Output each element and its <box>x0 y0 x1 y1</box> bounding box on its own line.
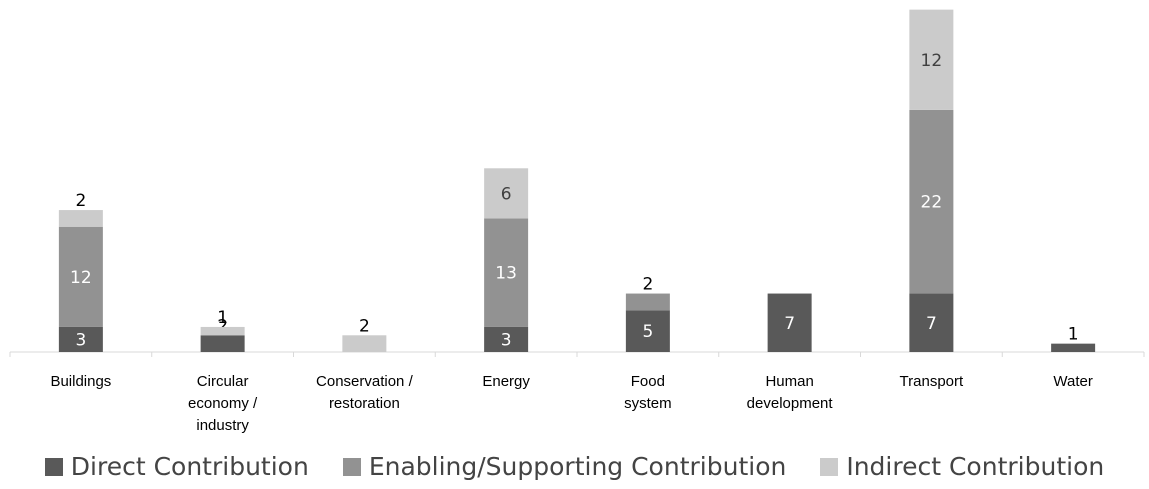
data-label: 2 <box>217 316 228 336</box>
legend-swatch <box>44 457 63 476</box>
category-label: development <box>747 395 834 412</box>
category-label: industry <box>196 417 249 434</box>
bar-segment-direct-contribution <box>484 326 529 352</box>
data-label: 13 <box>495 264 517 284</box>
bar-segment-direct-contribution <box>625 310 670 352</box>
data-label: 2 <box>642 275 653 295</box>
bar-segment-indirect-contribution <box>58 210 103 227</box>
bar-segment-direct-contribution <box>58 326 103 352</box>
legend-label: Enabling/Supporting Contribution <box>368 452 787 481</box>
bar-segment-indirect-contribution <box>200 326 245 336</box>
data-label: 12 <box>70 268 92 288</box>
bar-segment-direct-contribution <box>1051 343 1096 352</box>
category-label: system <box>624 395 672 412</box>
bar-segment-enabling-supporting-contribution <box>909 109 954 294</box>
bar-segment-direct-contribution <box>200 335 245 352</box>
data-label: 7 <box>784 314 795 334</box>
category-label: economy / <box>188 395 258 412</box>
data-label: 2 <box>75 191 86 211</box>
category-label: Human <box>765 373 813 390</box>
data-label: 12 <box>921 51 943 71</box>
bar-segment-direct-contribution <box>767 293 812 352</box>
bar-segment-indirect-contribution <box>484 168 529 219</box>
legend-swatch <box>820 457 839 476</box>
data-label: 1 <box>1068 325 1079 345</box>
category-label: restoration <box>329 395 400 412</box>
data-label: 1 <box>217 308 228 328</box>
category-label: Conservation / <box>316 373 414 390</box>
bar-segment-indirect-contribution <box>342 335 387 352</box>
bar-segment-enabling-supporting-contribution <box>625 293 670 311</box>
legend-item: Enabling/Supporting Contribution <box>342 452 787 481</box>
category-label: Food <box>631 373 665 390</box>
category-label: Energy <box>482 373 530 390</box>
data-label: 2 <box>359 316 370 336</box>
data-label: 3 <box>501 330 512 350</box>
data-label: 6 <box>501 184 512 204</box>
category-label: Water <box>1053 373 1092 390</box>
legend-item: Indirect Contribution <box>820 452 1104 481</box>
data-label: 5 <box>642 322 653 342</box>
bar-segment-direct-contribution <box>909 293 954 352</box>
legend-item: Direct Contribution <box>44 452 309 481</box>
category-label: Buildings <box>50 373 111 390</box>
legend: Direct Contribution Enabling/Supporting C… <box>0 452 1149 481</box>
category-label: Circular <box>197 373 249 390</box>
data-label: 3 <box>75 330 86 350</box>
bar-segment-indirect-contribution <box>909 9 954 110</box>
legend-swatch <box>342 457 361 476</box>
bar-segment-enabling-supporting-contribution <box>484 218 529 327</box>
data-label: 22 <box>921 193 943 213</box>
bar-segment-enabling-supporting-contribution <box>58 226 103 327</box>
legend-label: Indirect Contribution <box>846 452 1105 481</box>
category-label: Transport <box>900 373 964 390</box>
legend-label: Direct Contribution <box>70 452 309 481</box>
data-label: 7 <box>926 314 937 334</box>
